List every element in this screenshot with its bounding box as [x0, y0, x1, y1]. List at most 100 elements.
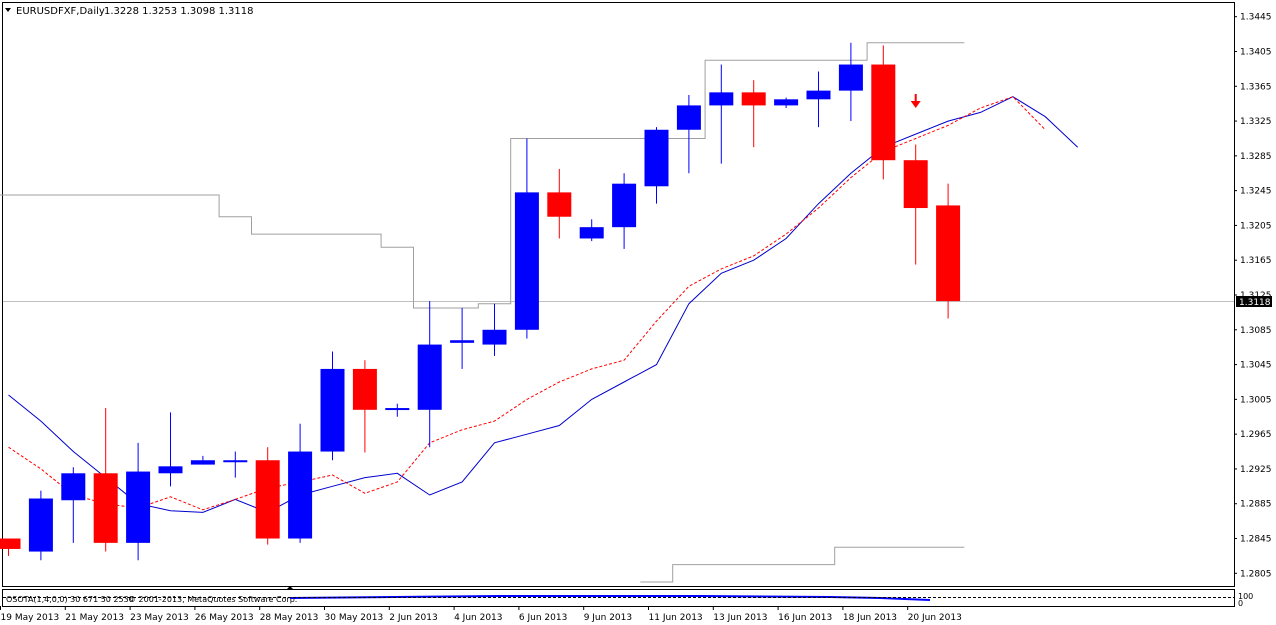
price-tick-label: 1.3325 [1240, 117, 1272, 127]
time-tick-label: 2 Jun 2013 [389, 613, 437, 623]
price-tick-label: 1.3045 [1240, 361, 1272, 371]
candle [61, 467, 86, 543]
candle-body [385, 408, 410, 411]
candle-body [450, 340, 475, 343]
time-tick-label: 6 Jun 2013 [519, 613, 567, 623]
candle [741, 80, 766, 148]
indicator-lines [8, 96, 1079, 513]
price-tick-label: 1.2885 [1240, 500, 1272, 510]
price-tick-label: 1.3085 [1240, 326, 1272, 336]
candle-body [93, 473, 118, 543]
candle [903, 144, 928, 265]
candle-body [61, 473, 86, 501]
envelope-lines [0, 42, 965, 583]
time-tick-label: 20 Jun 2013 [908, 613, 962, 623]
candle [93, 408, 118, 552]
time-tick-label: 28 May 2013 [260, 613, 319, 623]
candle [514, 138, 539, 339]
arrow-down-icon [910, 101, 921, 109]
candle-body [255, 460, 280, 539]
candle [806, 71, 831, 128]
time-tick-label: 16 Jun 2013 [778, 613, 832, 623]
candle-body [0, 538, 21, 549]
candle [450, 308, 475, 369]
period-separator-marker [287, 586, 293, 589]
candle [482, 303, 507, 356]
candle-body [644, 129, 669, 187]
subwindow-label: OSOTA(1,4,0,0) 30 671 50 2530 [6, 595, 134, 604]
time-tick-label: 13 Jun 2013 [713, 613, 767, 623]
candle [126, 442, 151, 561]
candle-body [514, 192, 539, 330]
red-dashed-indicator-line [8, 96, 1046, 511]
candle-body [126, 471, 151, 543]
candle-body [352, 368, 377, 410]
envelope-upper-line [0, 42, 965, 309]
candle [320, 351, 345, 461]
candle-body [288, 451, 313, 539]
price-tick-label: 1.3205 [1240, 221, 1272, 231]
candle-body [936, 205, 961, 302]
blue-indicator-line [8, 96, 1079, 513]
price-tick-label: 1.3445 [1240, 13, 1272, 23]
candle-body [838, 64, 863, 91]
candle-body [417, 344, 442, 410]
time-tick-label: 21 May 2013 [65, 613, 124, 623]
candle [28, 490, 53, 561]
candle [579, 219, 604, 242]
symbol-label: EURUSDFXF,Daily [16, 6, 105, 17]
candle-body [903, 160, 928, 209]
candle [417, 301, 442, 448]
candle-body [223, 460, 248, 463]
time-tick-label: 18 Jun 2013 [843, 613, 897, 623]
candle [644, 127, 669, 204]
candle [352, 360, 377, 453]
ohlc-label: 1.3228 1.3253 1.3098 1.3118 [104, 6, 254, 17]
time-tick-label: 19 May 2013 [1, 613, 60, 623]
main-plot-frame [2, 2, 1235, 587]
candle-body [547, 192, 572, 217]
price-tick-label: 1.2965 [1240, 430, 1272, 440]
candle-body [190, 460, 215, 465]
copyright-label: © 2001-2013, MetaQuotes Software Corp. [128, 595, 297, 604]
price-tick-label: 1.2845 [1240, 535, 1272, 545]
candle-body [28, 498, 53, 552]
candle [838, 42, 863, 122]
price-tick-label: 1.3245 [1240, 187, 1272, 197]
candle-body [774, 99, 799, 106]
svg-text:1.3118: 1.3118 [1239, 298, 1271, 308]
price-tick-label: 1.3285 [1240, 152, 1272, 162]
candle [936, 183, 961, 319]
candle-body [612, 183, 637, 228]
candle [676, 94, 701, 174]
subwindow-scale-top: 100 [1238, 592, 1253, 601]
price-tick-label: 1.3165 [1240, 256, 1272, 266]
candle [223, 451, 248, 478]
candlestick-series [0, 42, 961, 561]
candle [547, 168, 572, 239]
candle [612, 173, 637, 249]
candle [158, 412, 183, 487]
candle-body [741, 92, 766, 106]
price-tick-label: 1.3365 [1240, 82, 1272, 92]
candle-body [320, 368, 345, 452]
subwindow-scale-bottom: 0 [1238, 599, 1243, 608]
candle-body [579, 227, 604, 239]
envelope-lower-line [640, 546, 965, 583]
time-tick-label: 4 Jun 2013 [454, 613, 502, 623]
candle-body [676, 105, 701, 130]
signal-arrow [910, 94, 921, 109]
candle [709, 64, 734, 164]
candle [871, 45, 896, 180]
candle [385, 403, 410, 417]
time-tick-label: 30 May 2013 [325, 613, 384, 623]
price-tick-label: 1.3005 [1240, 395, 1272, 405]
candle [0, 538, 21, 556]
candle-body [709, 92, 734, 106]
collapse-triangle-icon[interactable] [5, 8, 11, 12]
candle [774, 97, 799, 109]
candle-body [482, 329, 507, 345]
price-tick-label: 1.3405 [1240, 47, 1272, 57]
time-tick-label: 11 Jun 2013 [649, 613, 703, 623]
candle-body [871, 64, 896, 161]
